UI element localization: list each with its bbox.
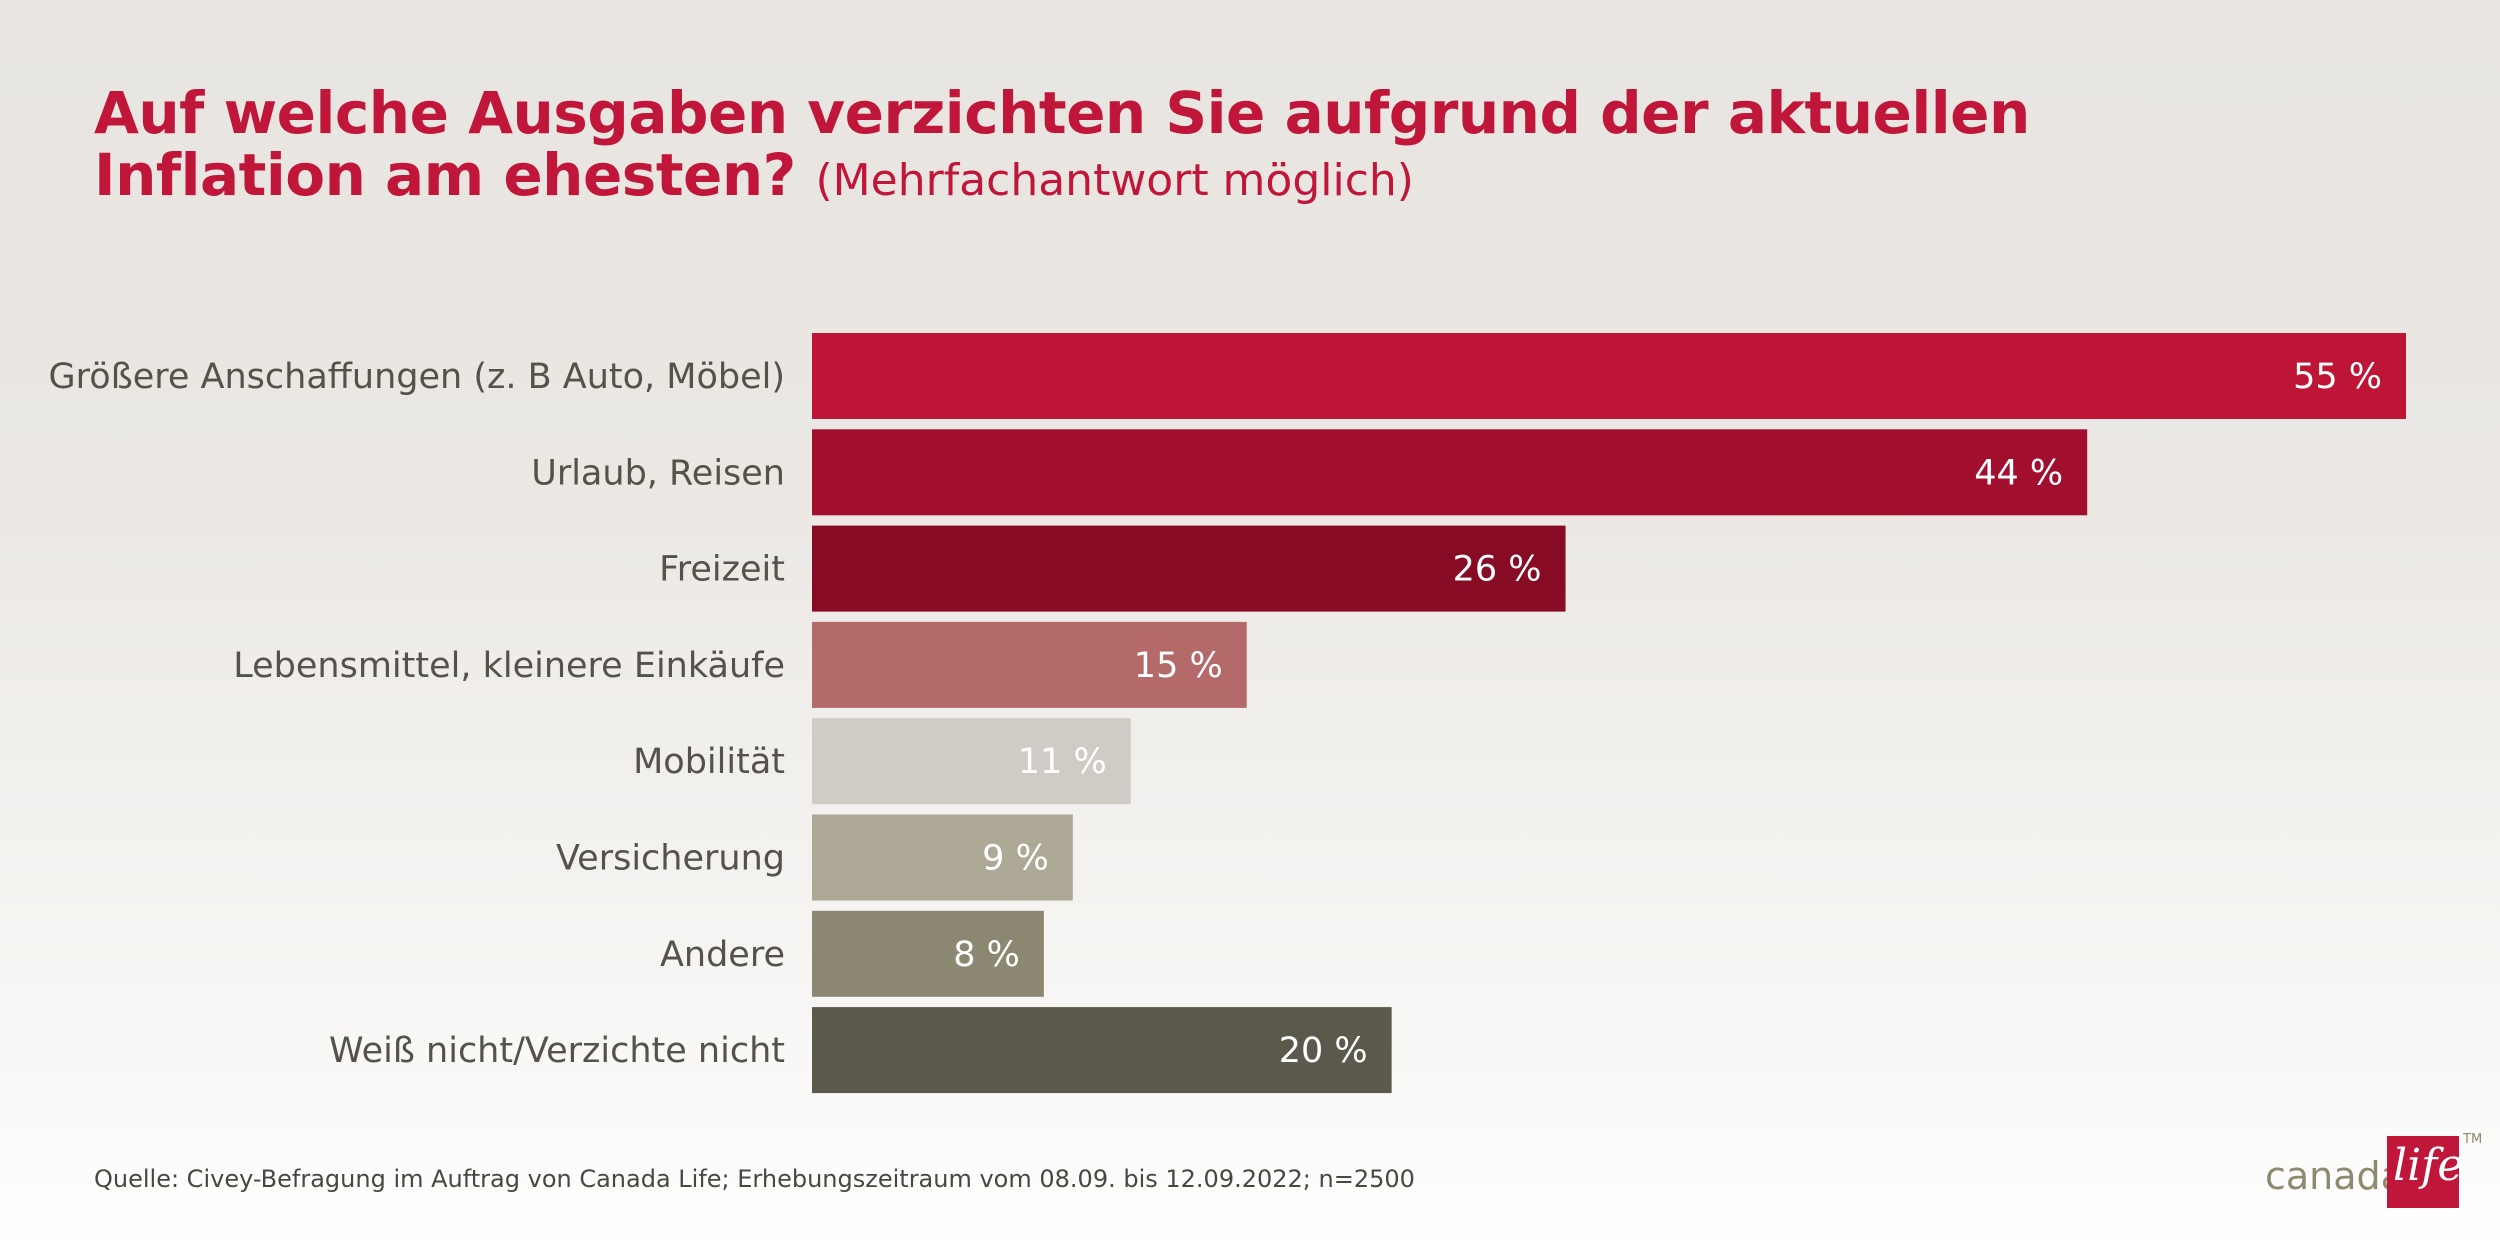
value-label-5: 9 % bbox=[982, 839, 1049, 879]
value-label-4: 11 % bbox=[1018, 742, 1107, 782]
chart-title-main: Auf welche Ausgaben verzichten Sie aufgr… bbox=[94, 79, 2030, 209]
chart-title: Auf welche Ausgaben verzichten Sie aufgr… bbox=[94, 82, 2244, 212]
value-label-6: 8 % bbox=[953, 935, 1020, 975]
value-label-2: 26 % bbox=[1453, 550, 1542, 590]
bar-7 bbox=[812, 1007, 1392, 1094]
category-label-6: Andere bbox=[660, 935, 785, 975]
category-label-1: Urlaub, Reisen bbox=[531, 453, 785, 493]
bar-4 bbox=[812, 718, 1131, 805]
canada-life-logo: canada life TM bbox=[2265, 1132, 2482, 1212]
bar-0 bbox=[812, 333, 2406, 419]
bar-2 bbox=[812, 525, 1566, 612]
logo-script: life bbox=[2393, 1140, 2464, 1191]
bar-6 bbox=[812, 910, 1044, 997]
value-label-1: 44 % bbox=[1974, 453, 2063, 493]
chart-subtitle: (Mehrfachantwort möglich) bbox=[815, 155, 1414, 206]
logo-box: life bbox=[2387, 1136, 2463, 1208]
logo-trademark: TM bbox=[2463, 1132, 2483, 1147]
value-label-3: 15 % bbox=[1134, 646, 1223, 686]
category-label-5: Versicherung bbox=[556, 839, 785, 879]
category-label-0: Größere Anschaffungen (z. B Auto, Möbel) bbox=[49, 357, 785, 397]
value-label-0: 55 % bbox=[2293, 357, 2382, 397]
source-note: Quelle: Civey-Befragung im Auftrag von C… bbox=[94, 1165, 1415, 1193]
category-label-4: Mobilität bbox=[633, 742, 785, 782]
category-label-3: Lebensmittel, kleinere Einkäufe bbox=[233, 646, 785, 686]
bar-1 bbox=[812, 429, 2088, 516]
value-label-7: 20 % bbox=[1279, 1031, 1368, 1071]
bar-5 bbox=[812, 814, 1073, 901]
bar-3 bbox=[812, 621, 1247, 708]
category-label-2: Freizeit bbox=[659, 550, 785, 590]
logo-wordmark: canada bbox=[2265, 1154, 2404, 1198]
category-label-7: Weiß nicht/Verzichte nicht bbox=[329, 1031, 785, 1071]
